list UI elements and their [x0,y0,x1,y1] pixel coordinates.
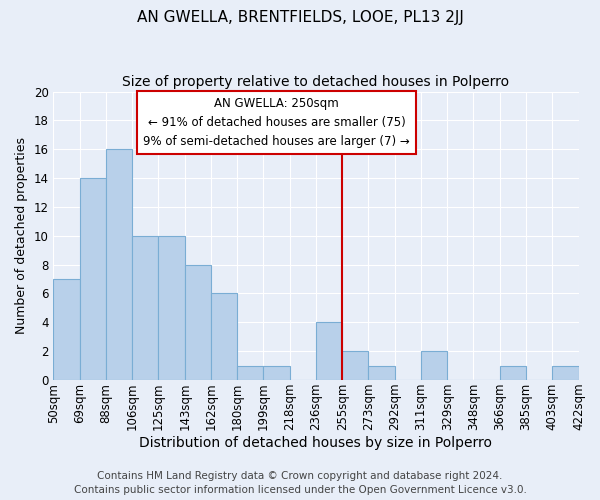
Bar [106,150,132,380]
Y-axis label: Number of detached properties: Number of detached properties [15,138,28,334]
Text: Contains HM Land Registry data © Crown copyright and database right 2024.
Contai: Contains HM Land Registry data © Crown c… [74,471,526,495]
Bar [80,178,106,380]
Bar [500,366,526,380]
Bar [316,322,342,380]
Bar [158,236,185,380]
Bar [211,294,237,380]
Text: AN GWELLA, BRENTFIELDS, LOOE, PL13 2JJ: AN GWELLA, BRENTFIELDS, LOOE, PL13 2JJ [137,10,463,25]
X-axis label: Distribution of detached houses by size in Polperro: Distribution of detached houses by size … [139,436,493,450]
Bar [185,264,211,380]
Text: AN GWELLA: 250sqm
← 91% of detached houses are smaller (75)
9% of semi-detached : AN GWELLA: 250sqm ← 91% of detached hous… [143,98,410,148]
Bar [342,351,368,380]
Bar [237,366,263,380]
Bar [132,236,158,380]
Bar [421,351,447,380]
Title: Size of property relative to detached houses in Polperro: Size of property relative to detached ho… [122,75,509,89]
Bar [552,366,578,380]
Bar [368,366,395,380]
Bar [263,366,290,380]
Bar [53,279,80,380]
